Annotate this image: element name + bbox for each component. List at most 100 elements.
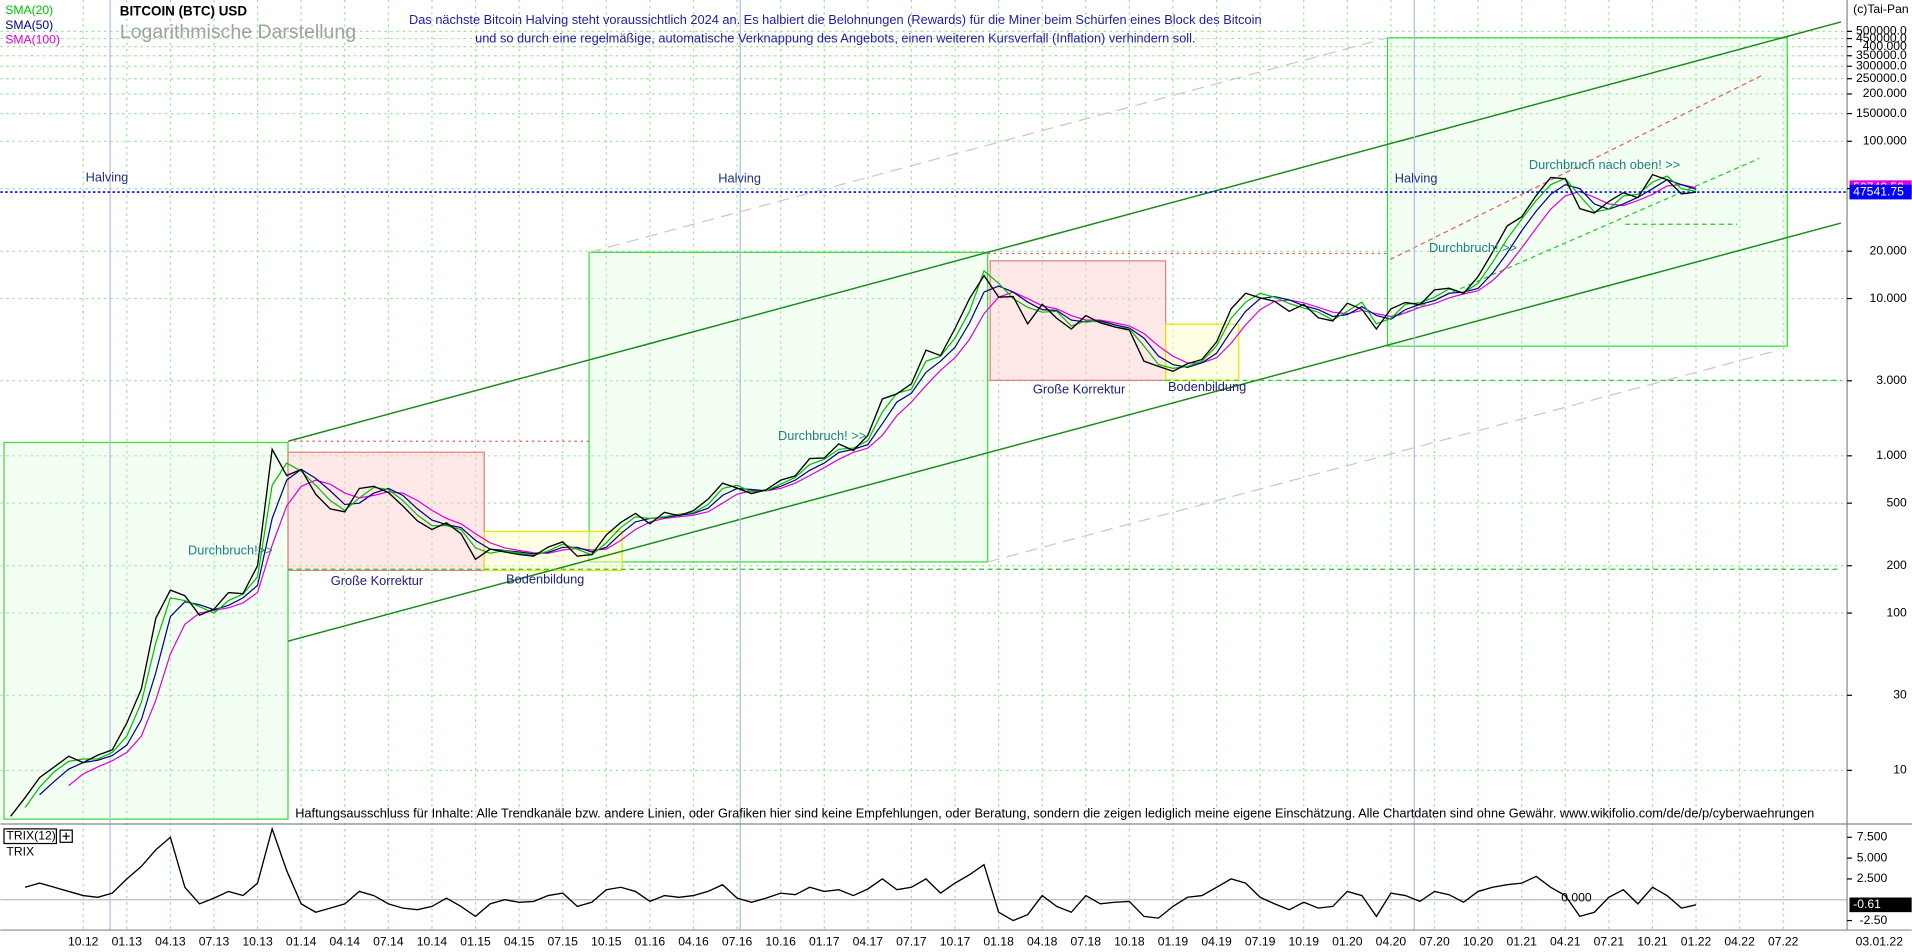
annotation: Große Korrektur: [1033, 381, 1126, 396]
x-tick-label: 01.17: [809, 934, 840, 948]
y-tick-label: 250000.0: [1856, 71, 1907, 85]
y-tick-label: 20.000: [1870, 243, 1907, 257]
y-tick-label: 10: [1893, 763, 1907, 777]
y-tick-label: 150000.0: [1856, 106, 1907, 120]
annotation: Durchbruch! >>: [1429, 240, 1517, 255]
green-box: [3, 441, 289, 820]
annotation: Große Korrektur: [331, 573, 424, 588]
outer-channel: [588, 37, 1388, 253]
x-tick-label: 01.13: [112, 934, 143, 948]
legend-entry: SMA(50): [5, 18, 53, 32]
text-layer: SMA(20) SMA(50) SMA(100) BITCOIN (BTC) U…: [3, 2, 1912, 948]
x-tick-label: 01.21: [1506, 934, 1537, 948]
y-tick-label: 2.500: [1857, 871, 1888, 885]
trend-line: [1389, 157, 1760, 320]
x-tick-label: 10.21: [1637, 934, 1668, 948]
channel-upper: [287, 21, 1842, 442]
y-tick-label: 400.000: [1863, 39, 1907, 53]
trend-line: [1389, 75, 1762, 261]
annotation: Bodenbildung: [1168, 379, 1246, 394]
x-tick-label: 10.17: [940, 934, 971, 948]
y-tick-label: 350000.0: [1856, 48, 1907, 62]
last-value-label: -0.61: [1853, 897, 1881, 911]
legend-entry: SMA(100): [5, 32, 60, 46]
x-tick-label: 04.19: [1201, 934, 1232, 948]
chart-subtitle: Logarithmische Darstellung: [120, 21, 356, 43]
x-tick-label: 01.16: [635, 934, 666, 948]
x-tick-label: 04.15: [504, 934, 535, 948]
series-line: [68, 184, 1697, 787]
y-tick-label: 100: [1886, 605, 1907, 619]
x-tick-label: 07.21: [1594, 934, 1625, 948]
x-tick-label: 07.15: [547, 934, 578, 948]
green-box: [588, 251, 989, 563]
series-line: [10, 173, 1697, 817]
annotation: Durchbruch!>>: [188, 542, 273, 557]
x-tick-label: 07.14: [373, 934, 404, 948]
x-tick-label: 10.15: [591, 934, 622, 948]
last-value-box: [1849, 897, 1912, 913]
x-tick-label: 04.21: [1550, 934, 1581, 948]
y-tick-label: 7.500: [1857, 829, 1888, 843]
x-tick-label: 10.18: [1114, 934, 1145, 948]
indicator-legend: TRIX: [6, 844, 34, 858]
x-tick-label: 10.20: [1463, 934, 1494, 948]
y-tick-label: 450000.0: [1856, 31, 1907, 45]
data-layer: [0, 173, 1848, 922]
annotation: Halving: [1395, 171, 1438, 186]
correction-box: [287, 451, 485, 572]
y-tick-label: 200: [1886, 558, 1907, 572]
x-tick-label: 01.18: [983, 934, 1014, 948]
y-tick-label: -2.50: [1860, 913, 1888, 927]
x-tick-label: 07.19: [1245, 934, 1276, 948]
chart-title: BITCOIN (BTC) USD: [120, 4, 248, 19]
y-tick-label: 200.000: [1863, 86, 1907, 100]
x-tick-label: 07.13: [199, 934, 230, 948]
x-tick-label: 07.20: [1419, 934, 1450, 948]
add-icon: [62, 832, 70, 840]
y-tick-label: 1.000: [1876, 448, 1907, 462]
y-tick-label: 100.000: [1863, 134, 1907, 148]
y-tick-label: 30: [1893, 688, 1907, 702]
background-layer: [0, 0, 1848, 931]
y-tick-label: 300000.0: [1856, 58, 1907, 72]
x-tick-label: 10.19: [1289, 934, 1320, 948]
annotation: Bodenbildung: [506, 572, 584, 587]
x-tick-label: 07.18: [1071, 934, 1102, 948]
zero-label: 0.000: [1561, 891, 1592, 905]
x-tick-label: 01.22: [1681, 934, 1712, 948]
series-line: [24, 826, 1697, 922]
copyright: (c)Tai-Pan: [1853, 2, 1908, 16]
x-tick-label: 01.15: [460, 934, 491, 948]
last-value-label: 47541.75: [1853, 184, 1904, 198]
x-tick-label: 01.19: [1158, 934, 1189, 948]
x-tick-label: 04.20: [1376, 934, 1407, 948]
annotation: Durchbruch! >>: [778, 428, 866, 443]
annotation: Halving: [86, 169, 129, 184]
channel-lower: [287, 222, 1842, 642]
annotation: Halving: [718, 171, 761, 186]
x-tick-label: 07.16: [722, 934, 753, 948]
y-tick-label: 10.000: [1870, 291, 1907, 305]
x-tick-label: 04.16: [678, 934, 709, 948]
y-tick-label: 5.000: [1857, 850, 1888, 864]
date-label: 03.01.22: [1856, 934, 1904, 948]
y-tick-label: 3.000: [1876, 373, 1907, 387]
disclaimer: Haftungsausschluss für Inhalte: Alle Tre…: [295, 806, 1814, 821]
drawings: [0, 0, 1912, 931]
x-tick-label: 10.14: [417, 934, 448, 948]
legend-entry: SMA(20): [5, 3, 53, 17]
annotation: Durchbruch nach oben! >>: [1529, 157, 1680, 172]
x-tick-label: 01.14: [286, 934, 317, 948]
outer-channel: [987, 349, 1781, 563]
bottom-box: [1165, 323, 1240, 381]
x-tick-label: 10.16: [765, 934, 796, 948]
x-tick-label: 10.12: [68, 934, 99, 948]
indicator-title: TRIX(12): [6, 828, 55, 842]
indicator-box: [3, 828, 58, 845]
x-tick-label: 10.13: [242, 934, 273, 948]
x-tick-label: 04.13: [155, 934, 186, 948]
x-tick-label: 04.18: [1027, 934, 1058, 948]
